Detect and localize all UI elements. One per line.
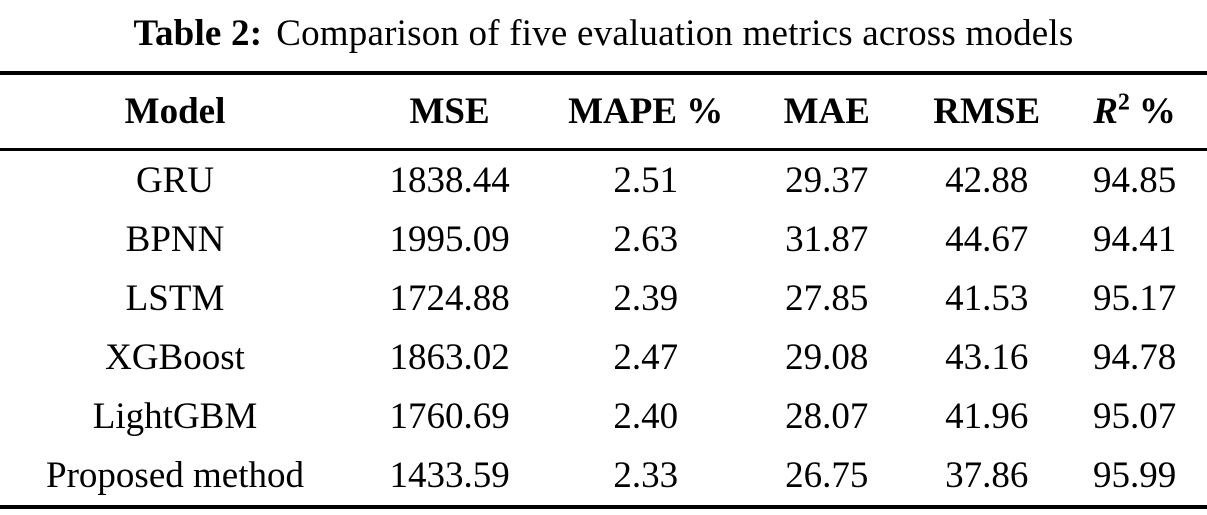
table-row: GRU 1838.44 2.51 29.37 42.88 94.85 [0,150,1207,211]
cell-mse: 1838.44 [389,160,510,201]
cell-mape: 2.51 [613,160,679,201]
cell-mape: 2.63 [613,219,679,260]
cell-mse: 1760.69 [389,396,510,437]
table-header-row: Model MSE MAPE % MAE RMSE R2% [0,73,1207,151]
cell-rmse: 37.86 [945,455,1029,496]
cell-model: LSTM [125,278,225,319]
r2-exponent: 2 [1117,89,1130,116]
cell-mape: 2.40 [613,396,679,437]
table-caption-label: Table 2: [133,12,263,54]
table-row: XGBoost 1863.02 2.47 29.08 43.16 94.78 [0,328,1207,387]
table-row: BPNN 1995.09 2.63 31.87 44.67 94.41 [0,210,1207,269]
cell-rmse: 42.88 [945,160,1029,201]
table-caption: Table 2: Comparison of five evaluation m… [0,0,1207,66]
r2-percent-sign: % [1138,91,1176,132]
cell-mae: 27.85 [785,278,869,319]
cell-r2: 94.85 [1092,160,1177,201]
cell-r2: 94.41 [1092,219,1177,260]
cell-r2: 95.17 [1092,278,1177,319]
cell-rmse: 43.16 [945,337,1029,378]
column-header-rmse: RMSE [911,73,1063,151]
metrics-table: Model MSE MAPE % MAE RMSE R2% GRU 1838.4… [0,71,1207,509]
column-header-r2: R2% [1062,73,1207,151]
cell-rmse: 41.53 [945,278,1029,319]
cell-mae: 31.87 [785,219,869,260]
cell-mse: 1724.88 [389,278,510,319]
cell-model: LightGBM [92,396,258,437]
cell-mae: 29.08 [785,337,869,378]
table-body: GRU 1838.44 2.51 29.37 42.88 94.85 BPNN … [0,150,1207,508]
cell-mae: 29.37 [785,160,869,201]
cell-rmse: 41.96 [945,396,1029,437]
table-row: LightGBM 1760.69 2.40 28.07 41.96 95.07 [0,387,1207,446]
column-header-mse: MSE [350,73,550,151]
cell-model: GRU [135,160,215,201]
cell-mape: 2.33 [613,455,679,496]
column-header-model: Model [0,73,351,151]
cell-mse: 1995.09 [389,219,510,260]
table-row: LSTM 1724.88 2.39 27.85 41.53 95.17 [0,269,1207,328]
column-header-mape: MAPE % [549,73,743,151]
cell-model: BPNN [125,219,225,260]
table-caption-text: Comparison of five evaluation metrics ac… [276,12,1074,54]
cell-mse: 1433.59 [389,455,510,496]
column-header-mae: MAE [742,73,912,151]
cell-mae: 28.07 [785,396,869,437]
cell-r2: 94.78 [1092,337,1177,378]
r2-symbol: R [1093,91,1118,132]
cell-mape: 2.47 [613,337,679,378]
cell-mse: 1863.02 [389,337,510,378]
cell-model: XGBoost [105,337,245,378]
cell-mae: 26.75 [785,455,869,496]
table-row: Proposed method 1433.59 2.33 26.75 37.86… [0,446,1207,507]
cell-model: Proposed method [46,455,304,496]
cell-r2: 95.99 [1092,455,1177,496]
cell-r2: 95.07 [1092,396,1177,437]
cell-mape: 2.39 [613,278,679,319]
cell-rmse: 44.67 [945,219,1029,260]
